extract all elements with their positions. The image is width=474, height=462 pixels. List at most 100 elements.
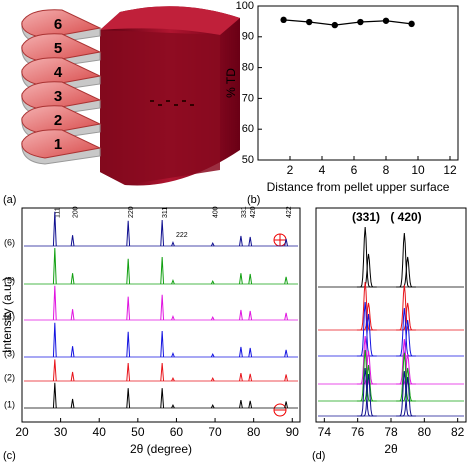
peak [356, 301, 374, 357]
disc-label: 1 [54, 136, 62, 153]
peak [248, 347, 253, 358]
peak-label: ( 420) [390, 210, 421, 224]
series-label: (3) [4, 348, 15, 358]
panel-label: (d) [312, 450, 325, 462]
y-tick-label: 50 [242, 154, 254, 166]
peak [160, 294, 165, 321]
disc [21, 81, 102, 111]
peak [171, 403, 175, 409]
peak [126, 296, 131, 321]
peak [396, 232, 413, 288]
peak-label: 331 [241, 206, 248, 218]
peak-label: (331) [352, 210, 380, 224]
disc-label: 3 [54, 88, 62, 105]
peak [52, 285, 57, 321]
peak [52, 359, 57, 382]
peak [52, 382, 57, 409]
disc-label: 5 [54, 40, 62, 57]
panel-label: (b) [247, 194, 260, 206]
peak [160, 388, 165, 409]
y-tick-label: 60 [242, 123, 254, 135]
x-tick-label: 60 [170, 425, 184, 439]
peak-label: 420 [250, 206, 257, 218]
x-axis-label: 2θ (degree) [130, 442, 192, 456]
disc [21, 33, 102, 63]
x-tick-label: 12 [443, 163, 457, 177]
x-axis-label: 2θ [384, 442, 398, 456]
panel-label: (c) [3, 450, 16, 462]
peak [70, 371, 75, 382]
line [283, 19, 412, 26]
peak [248, 373, 253, 382]
y-axis-label: % TD [224, 68, 238, 98]
peak [160, 331, 165, 358]
series-label: (1) [4, 399, 15, 409]
series-label: (5) [4, 275, 15, 285]
marker [382, 17, 390, 24]
peak [396, 307, 413, 357]
peak [284, 238, 288, 247]
x-tick-label: 80 [418, 425, 432, 439]
marker [408, 20, 415, 28]
peak-label: 400 [213, 206, 220, 218]
peak [284, 401, 288, 409]
y-axis-label: Intensity (a.u.) [0, 277, 14, 353]
peak [396, 284, 413, 331]
marker [306, 18, 313, 26]
peak [52, 322, 57, 358]
peak [160, 220, 165, 247]
defect-dot [182, 100, 186, 102]
peak [160, 256, 165, 285]
peak [248, 310, 253, 321]
peak [160, 362, 165, 382]
peak [210, 352, 215, 358]
plot-frame [257, 5, 459, 161]
x-tick-label: 10 [411, 163, 425, 177]
cylinder-top [100, 6, 240, 35]
x-tick-label: 82 [451, 425, 465, 439]
peak [210, 403, 215, 409]
peak [356, 226, 374, 288]
disc-label: 6 [54, 16, 62, 33]
plot-frame [21, 207, 301, 423]
peak [356, 367, 374, 417]
peak [360, 253, 377, 288]
peak [70, 346, 75, 358]
peak [248, 236, 253, 247]
peak [70, 273, 75, 285]
x-tick-label: 80 [247, 425, 261, 439]
series-label: (2) [4, 372, 15, 382]
defect-dot [158, 104, 162, 106]
peak [399, 302, 416, 331]
peak [360, 373, 377, 417]
peak [210, 376, 215, 382]
peak [171, 376, 175, 382]
peak [210, 241, 215, 247]
peak-label: 311 [162, 207, 169, 218]
disc-label: 2 [54, 112, 62, 129]
peak [171, 315, 175, 321]
illustration: 6 5 4 3 2 1 [21, 6, 240, 186]
x-tick-label: 8 [383, 163, 390, 177]
peak [70, 398, 75, 409]
x-tick-label: 2 [287, 163, 294, 177]
defect-dot [150, 100, 154, 102]
peak [126, 258, 131, 285]
peak-label: 422 [286, 206, 293, 218]
disc [21, 9, 102, 39]
peak [239, 372, 243, 382]
peak [126, 331, 131, 358]
peak [239, 399, 243, 409]
peak [239, 235, 243, 247]
panel-label: (a) [3, 194, 16, 206]
peak [356, 335, 374, 385]
peak [284, 374, 288, 382]
peak [396, 370, 413, 417]
peak [248, 400, 253, 409]
x-tick-label: 70 [208, 425, 222, 439]
peak [360, 302, 377, 331]
x-axis-label: Distance from pellet upper surface [267, 180, 450, 194]
x-tick-label: 50 [131, 425, 145, 439]
peak [356, 281, 374, 331]
disc [21, 129, 102, 159]
